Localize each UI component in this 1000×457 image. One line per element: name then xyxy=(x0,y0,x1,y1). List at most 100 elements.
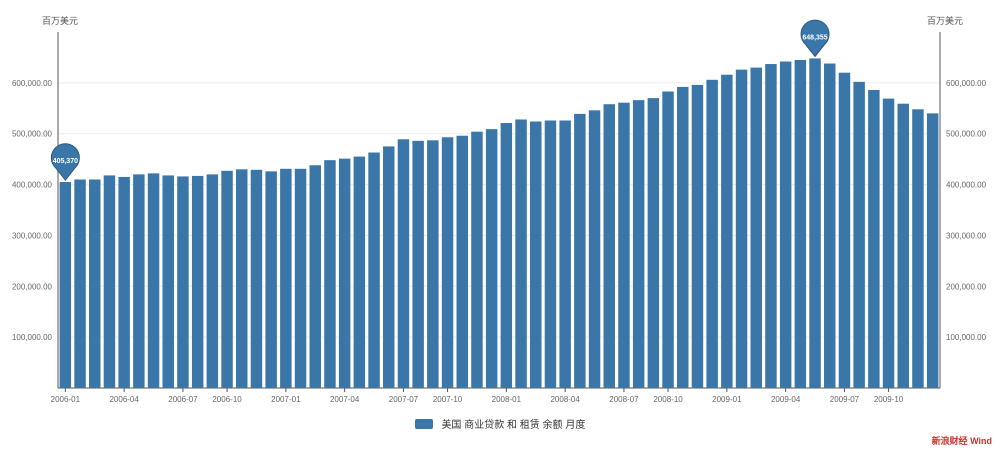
bar xyxy=(706,79,718,388)
x-tick-label: 2009-07 xyxy=(830,395,860,404)
bar xyxy=(397,139,410,388)
bar xyxy=(471,131,483,388)
bar xyxy=(280,168,292,388)
legend-series-label: 美国 商业贷款 和 租赁 余额 月度 xyxy=(441,420,586,431)
y-axis-unit-right: 百万美元 xyxy=(927,16,964,26)
bar xyxy=(118,176,130,388)
x-tick-label: 2007-07 xyxy=(389,395,419,404)
bar xyxy=(897,103,909,389)
x-tick-label: 2007-01 xyxy=(271,395,301,404)
bar xyxy=(162,175,174,388)
min-marker-label: 405,370 xyxy=(53,158,78,165)
bar xyxy=(824,63,836,388)
bar xyxy=(353,156,366,388)
bar xyxy=(912,109,924,388)
bar xyxy=(662,91,674,388)
legend[interactable]: 美国 商业贷款 和 租赁 余额 月度 xyxy=(0,416,1000,431)
bar xyxy=(191,175,204,388)
bar xyxy=(383,146,395,388)
bar xyxy=(721,74,733,388)
x-tick-label: 2008-10 xyxy=(653,395,683,404)
bar xyxy=(853,81,865,388)
bar xyxy=(177,176,189,388)
bar xyxy=(647,98,660,388)
bar xyxy=(485,129,498,388)
y-tick-label-left: 600,000.00 xyxy=(12,79,53,88)
bar xyxy=(147,173,160,388)
bar xyxy=(427,140,439,388)
bar xyxy=(677,86,689,388)
y-axis-unit-left: 百万美元 xyxy=(42,16,79,26)
x-tick-label: 2006-04 xyxy=(109,395,139,404)
bar xyxy=(603,104,615,389)
bar xyxy=(794,59,807,388)
y-tick-label-left: 500,000.00 xyxy=(12,130,53,139)
bar xyxy=(926,113,939,388)
bar xyxy=(882,98,895,388)
bar xyxy=(809,58,821,389)
x-tick-label: 2008-07 xyxy=(609,395,639,404)
x-tick-label: 2009-10 xyxy=(874,395,904,404)
y-tick-label-right: 600,000.00 xyxy=(946,79,987,88)
bar xyxy=(456,135,468,388)
bar xyxy=(89,179,101,388)
x-tick-label: 2006-10 xyxy=(212,395,242,404)
bar xyxy=(735,69,748,389)
bar xyxy=(236,169,248,388)
x-tick-label: 2007-10 xyxy=(433,395,463,404)
y-tick-label-left: 200,000.00 xyxy=(12,282,53,291)
watermark: 新浪财经 Wind xyxy=(931,436,992,446)
bar xyxy=(530,121,542,388)
x-tick-label: 2008-01 xyxy=(492,395,522,404)
bar xyxy=(500,123,513,388)
bar xyxy=(309,165,321,388)
bar xyxy=(691,84,704,389)
legend-swatch xyxy=(414,418,433,429)
bar xyxy=(265,171,277,388)
y-tick-label-right: 500,000.00 xyxy=(946,130,987,139)
bar xyxy=(324,160,336,388)
bar xyxy=(544,120,557,389)
bar xyxy=(441,137,454,388)
y-tick-label-right: 200,000.00 xyxy=(946,282,987,291)
y-tick-label-left: 400,000.00 xyxy=(12,181,53,190)
bar xyxy=(103,175,116,388)
bar xyxy=(515,119,527,388)
bar xyxy=(250,169,263,388)
bar xyxy=(574,113,586,388)
bar xyxy=(221,170,233,388)
bar xyxy=(338,158,351,388)
bar xyxy=(632,100,645,389)
x-tick-label: 2008-04 xyxy=(550,395,580,404)
bar xyxy=(588,110,601,388)
y-tick-label-right: 300,000.00 xyxy=(946,231,987,240)
y-tick-label-right: 100,000.00 xyxy=(946,333,987,342)
bar xyxy=(294,168,307,388)
bar xyxy=(750,67,762,388)
bar xyxy=(206,174,219,388)
min-marker-pin xyxy=(50,143,80,181)
max-marker-label: 648,355 xyxy=(802,34,827,41)
x-tick-label: 2009-04 xyxy=(771,395,801,404)
y-tick-label-right: 400,000.00 xyxy=(946,181,987,190)
bar xyxy=(74,179,86,388)
x-tick-label: 2009-01 xyxy=(712,395,742,404)
bar xyxy=(618,102,630,388)
bar xyxy=(868,89,880,388)
bar xyxy=(368,152,380,388)
x-tick-label: 2006-07 xyxy=(168,395,198,404)
bar xyxy=(59,182,72,388)
bar xyxy=(412,140,424,388)
x-tick-label: 2006-01 xyxy=(51,395,81,404)
bar xyxy=(779,61,792,389)
bar xyxy=(559,120,571,389)
x-tick-label: 2007-04 xyxy=(330,395,360,404)
bar xyxy=(765,64,777,388)
y-tick-label-left: 300,000.00 xyxy=(12,231,53,240)
max-marker-pin xyxy=(800,19,830,58)
bar xyxy=(133,174,145,388)
bar xyxy=(838,72,851,388)
y-tick-label-left: 100,000.00 xyxy=(12,333,53,342)
